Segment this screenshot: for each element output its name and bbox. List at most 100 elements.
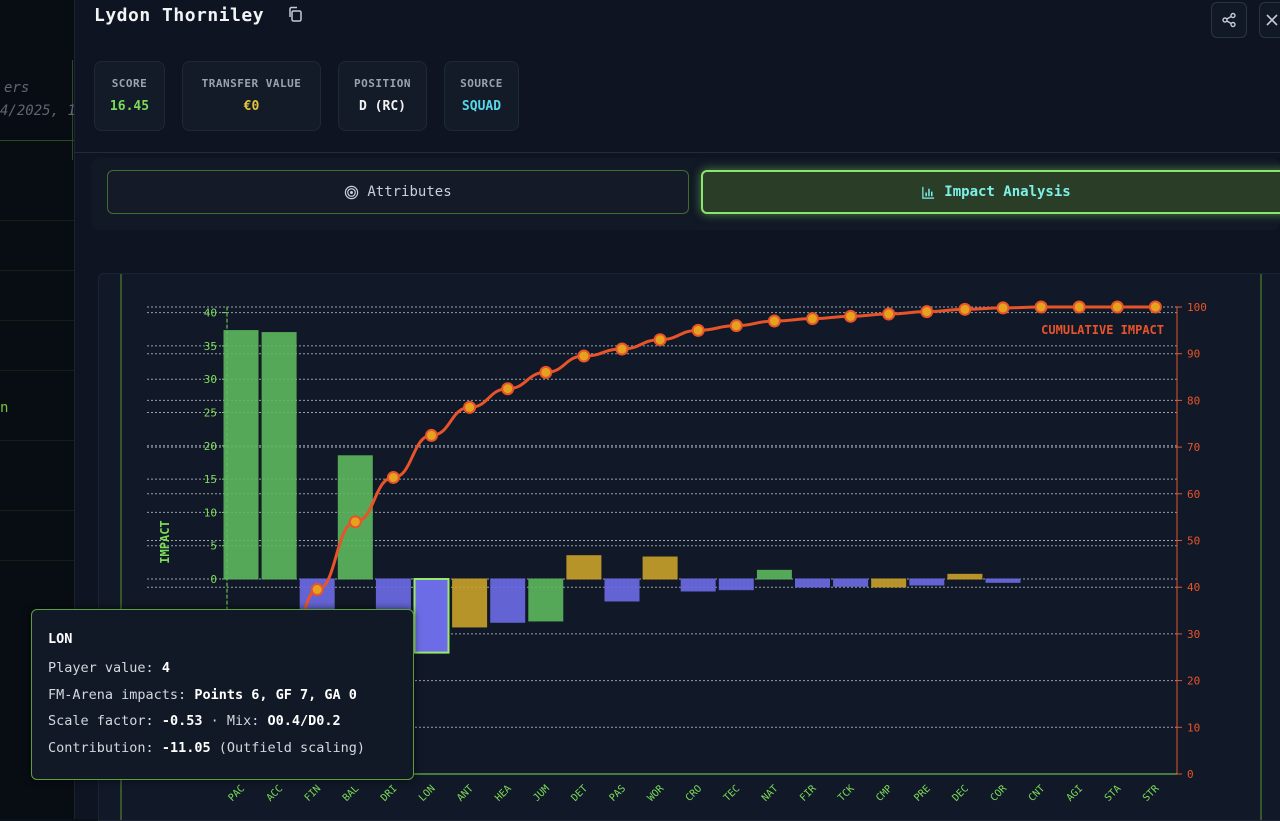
x-tick-label: PAC [227, 783, 248, 804]
y-tick-label: 5 [210, 540, 217, 553]
cumulative-point [539, 365, 553, 379]
cumulative-point [729, 319, 743, 333]
y-tick-label: 40 [204, 307, 217, 320]
impact-chart: 0 5 10 15 20 25 30 35 40 0 10 20 30 40 50 60 70 80 90 100 IM… [120, 274, 1262, 820]
tooltip-contribution: Contribution: -11.05 (Outfield scaling) [48, 740, 365, 756]
tab-attributes[interactable]: Attributes [107, 170, 689, 214]
tooltip-label: (Outfield scaling) [218, 740, 366, 756]
background-text: ers [4, 80, 30, 96]
x-tick-label: STA [1103, 783, 1124, 804]
x-tick-label: TEC [722, 783, 743, 804]
cumulative-point [1072, 300, 1086, 314]
cumulative-line [240, 305, 1156, 739]
x-tick-label: COR [989, 783, 1010, 804]
target-icon [345, 185, 359, 199]
stat-label: SCORE [111, 77, 148, 90]
cumulative-point [882, 307, 896, 321]
tab-impact-analysis[interactable]: Impact Analysis [701, 170, 1280, 214]
stat-value: D (RC) [359, 99, 406, 114]
x-tick-label: FIR [798, 783, 819, 804]
cumulative-point [386, 470, 400, 484]
bar [223, 330, 259, 580]
cumulative-point [844, 309, 858, 323]
cumulative-point [615, 342, 629, 356]
y-tick-label: 0 [210, 573, 217, 586]
x-tick-label: HEA [493, 783, 514, 804]
y2-tick-label: 80 [1187, 394, 1200, 407]
cumulative-point [310, 583, 324, 597]
x-tick-label: WOR [646, 783, 667, 804]
tooltip-label: FM-Arena impacts: [48, 687, 187, 703]
stat-transfer-value: TRANSFER VALUE €0 [182, 61, 321, 131]
bar [604, 578, 640, 602]
x-tick-label: CRO [684, 783, 705, 804]
y-axis-title: IMPACT [158, 520, 172, 563]
tooltip-label: Player value: [48, 660, 154, 676]
stat-position: POSITION D (RC) [338, 61, 427, 131]
cumulative-point [996, 301, 1010, 315]
share-button[interactable] [1211, 2, 1247, 38]
x-tick-label: CNT [1027, 783, 1048, 804]
cumulative-point [463, 400, 477, 414]
close-button[interactable] [1259, 2, 1280, 38]
y2-tick-label: 0 [1187, 768, 1194, 781]
bar [718, 578, 754, 591]
bar [795, 578, 830, 588]
tooltip-value: -11.05 [161, 740, 211, 756]
bar-chart-icon [922, 186, 935, 199]
share-icon [1222, 12, 1236, 28]
y2-tick-label: 100 [1187, 301, 1207, 314]
tooltip-value: 4 [161, 660, 170, 676]
y2-tick-label: 40 [1187, 581, 1200, 594]
tooltip-player-value: Player value: 4 [48, 660, 170, 676]
y2-tick-label: 70 [1187, 441, 1200, 454]
bar [680, 578, 716, 592]
tooltip-scale: Scale factor: -0.53 · Mix: O0.4/D0.2 [48, 713, 341, 729]
stat-label: SOURCE [460, 77, 503, 90]
bar [413, 578, 450, 654]
bar [909, 578, 945, 586]
x-tick-label: ANT [455, 783, 476, 804]
stat-label: POSITION [354, 77, 411, 90]
y2-tick-label: 30 [1187, 628, 1200, 641]
tooltip-value: Points 6, GF 7, GA 0 [194, 687, 357, 703]
x-tick-label: ACC [265, 783, 286, 804]
bar [756, 569, 792, 580]
cumulative-point [501, 382, 515, 396]
x-tick-label: DET [569, 783, 590, 804]
background-border [72, 60, 73, 160]
bar [261, 332, 297, 580]
cumulative-point [425, 428, 438, 442]
tooltip-value: -0.53 [161, 713, 203, 729]
y2-tick-label: 20 [1187, 675, 1200, 688]
bar [490, 578, 526, 623]
stat-value: 16.45 [109, 99, 150, 114]
cumulative-point [958, 302, 972, 316]
stat-value: SQUAD [461, 99, 502, 114]
copy-icon[interactable] [287, 6, 303, 22]
x-tick-label: PAS [608, 783, 629, 804]
x-tick-label: DRI [379, 783, 400, 804]
cumulative-point [1034, 300, 1048, 314]
x-tick-label: PRE [912, 783, 933, 804]
tooltip-label: Scale factor: [48, 713, 154, 729]
y2-tick-label: 10 [1187, 721, 1200, 734]
tooltip-impacts: FM-Arena impacts: Points 6, GF 7, GA 0 [48, 687, 357, 703]
y-tick-label: 30 [204, 373, 217, 386]
y2-tick-label: 60 [1187, 488, 1200, 501]
bar [985, 578, 1021, 583]
x-tick-label: JUM [531, 783, 552, 804]
cumulative-point [577, 349, 591, 363]
tooltip-label: · Mix: [210, 713, 260, 729]
cumulative-point [767, 314, 781, 328]
x-tick-label: DEC [950, 783, 971, 804]
section-divider [74, 152, 1280, 153]
background-divider [0, 140, 74, 141]
cumulative-point [1148, 300, 1162, 314]
bar [566, 555, 602, 580]
bar [642, 556, 678, 580]
bar [528, 578, 564, 622]
bar [452, 578, 488, 628]
bar [947, 573, 983, 580]
y-tick-label: 20 [204, 440, 217, 453]
